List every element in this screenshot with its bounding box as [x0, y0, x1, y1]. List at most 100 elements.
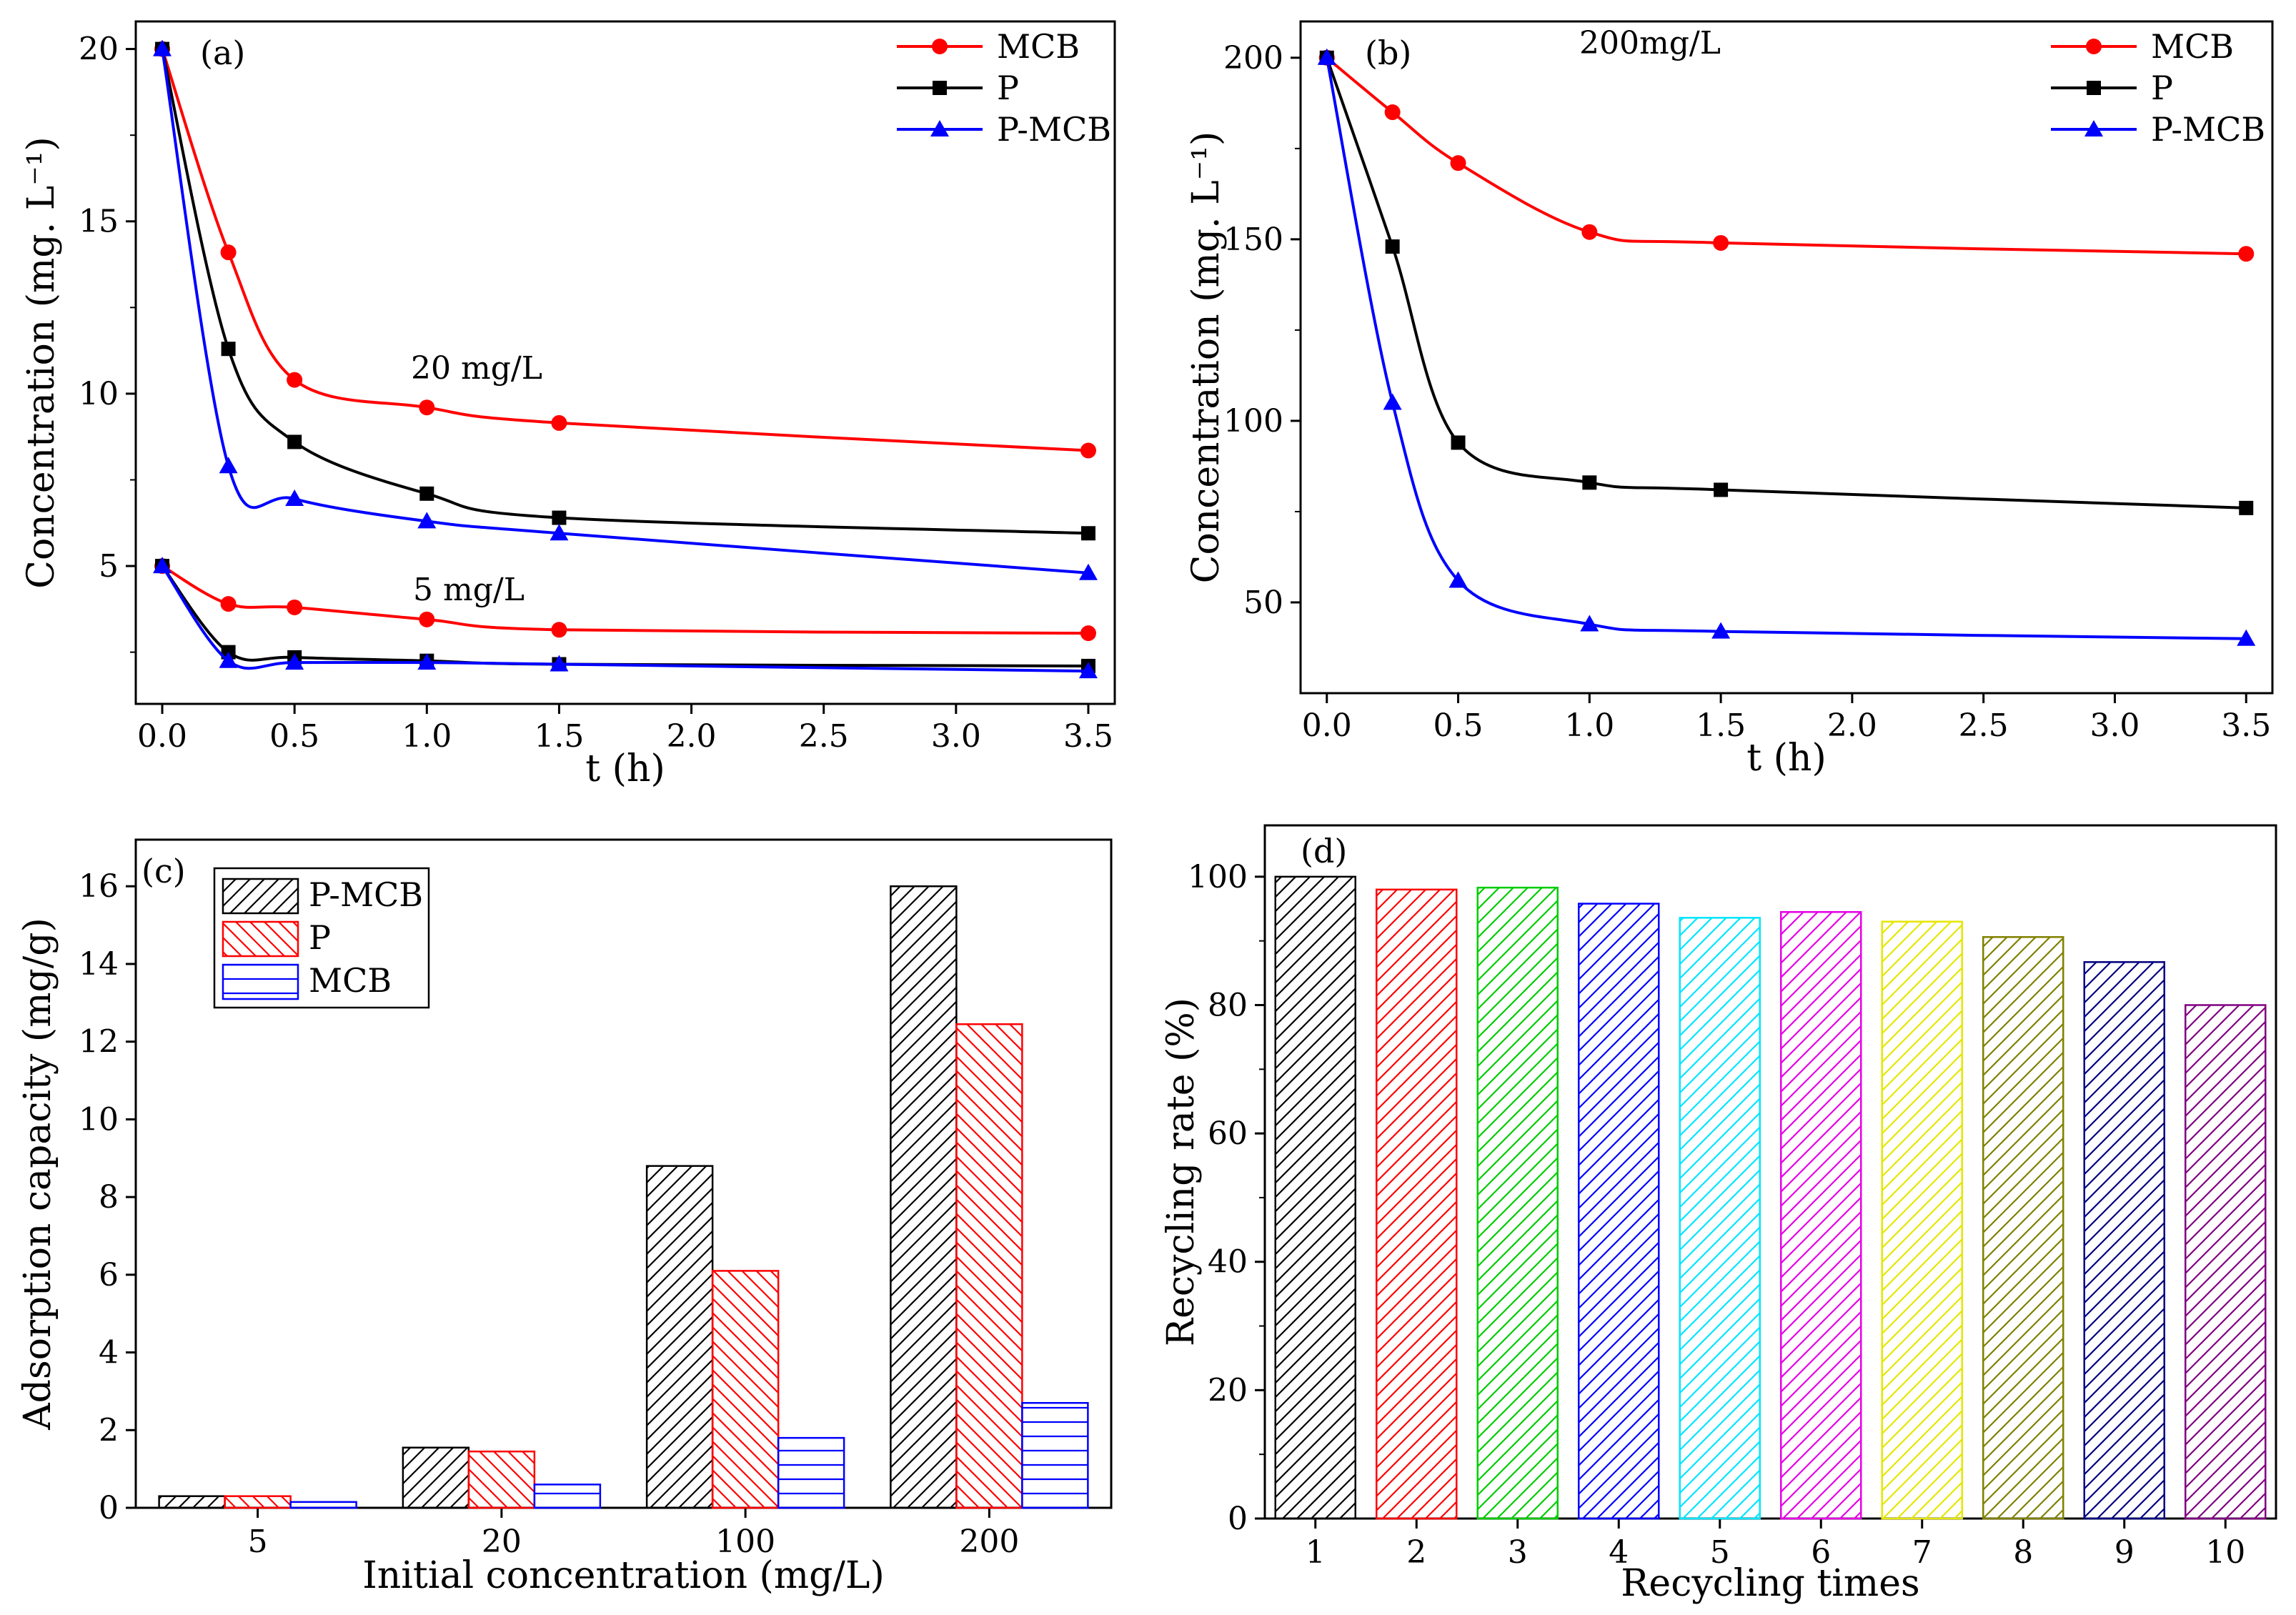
- panel-c-xtick-label: 200: [959, 1524, 1019, 1560]
- panel-d-bar: [1982, 936, 2064, 1520]
- panel-a-legend-entry: P: [997, 69, 1019, 107]
- panel-c-bar-p: [224, 1495, 292, 1509]
- panel-a-point-mcb: [1080, 442, 1096, 459]
- panel-b-kinetics-200: 0.0 0.5 1.0 1.5 2.0 2.5 3.0 3.5 50 100 150 200 t (h)…: [1185, 20, 2274, 780]
- panel-a-point-p-mcb: [417, 512, 437, 529]
- panel-b-xtick-label: 0.0: [1302, 707, 1352, 744]
- panel-a-point-p-mcb: [219, 457, 238, 474]
- panel-c-bar-mcb: [533, 1484, 602, 1509]
- panel-a-point-mcb: [419, 399, 435, 416]
- panel-d-bar: [2083, 961, 2165, 1520]
- panel-c-legend-swatch: [222, 963, 299, 1000]
- panel-a-kinetics-low: 0.0 0.5 1.0 1.5 2.0 2.5 3.0 3.5 5 10 15 20 t (h) Conc…: [20, 20, 1116, 790]
- panel-a-point-p-mcb: [285, 490, 304, 507]
- panel-b-xlabel: t (h): [1746, 737, 1827, 780]
- panel-a-point-p: [287, 434, 302, 449]
- panel-a-point-p-mcb: [285, 653, 304, 670]
- panel-c-xlabel: Initial concentration (mg/L): [362, 1554, 885, 1597]
- panel-b-ytick-label: 200: [1223, 40, 1283, 76]
- panel-b-point-mcb: [1384, 104, 1401, 121]
- panel-c-ytick-label: 10: [79, 1101, 119, 1138]
- panel-d-bar: [2185, 1004, 2267, 1520]
- panel-a-axes-frame: [134, 20, 1116, 705]
- panel-d-bar: [1780, 911, 1862, 1520]
- panel-b-point-p-mcb: [1317, 48, 1336, 65]
- panel-b-xtick-label: 2.0: [1827, 707, 1877, 744]
- panel-b-xtick-label: 3.5: [2221, 707, 2271, 744]
- panel-b-ytick-label: 50: [1243, 585, 1283, 621]
- panel-a-legend-entry: P-MCB: [997, 110, 1111, 149]
- panel-a-point-p: [552, 510, 567, 525]
- panel-d-xtick-label: 8: [2013, 1534, 2033, 1571]
- panel-a-point-mcb: [220, 244, 237, 261]
- panel-b-xtick-label: 1.0: [1564, 707, 1614, 744]
- panel-b-xtick-label: 0.5: [1433, 707, 1484, 744]
- panel-d-ytick-label: 60: [1208, 1115, 1248, 1152]
- panel-b-legend-marker: [2086, 39, 2102, 54]
- panel-c-bar-p-mcb: [645, 1165, 714, 1509]
- panel-b-series-line-p: [1325, 57, 2247, 510]
- panel-a-label: (a): [200, 34, 245, 72]
- panel-c-ytick-label: 2: [99, 1412, 119, 1448]
- panel-c-legend-swatch: [222, 920, 299, 958]
- panel-b-point-p: [1714, 482, 1729, 497]
- panel-a-xlabel: t (h): [585, 747, 665, 790]
- panel-b-axes-frame: [1299, 20, 2274, 695]
- panel-d-xlabel: Recycling times: [1621, 1562, 1919, 1605]
- panel-d-label: (d): [1301, 832, 1347, 870]
- panel-a-point-mcb: [1080, 625, 1096, 642]
- panel-a-xtick-label: 3.5: [1063, 718, 1113, 755]
- panel-a-legend-entry: MCB: [997, 27, 1080, 66]
- panel-b-legend-marker: [2087, 81, 2101, 95]
- panel-d-ylabel: Recycling rate (%): [1160, 998, 1203, 1346]
- panel-d-ytick-label: 20: [1208, 1372, 1248, 1408]
- panel-c-legend-entry: P-MCB: [309, 875, 423, 914]
- panel-a-point-p-mcb: [153, 557, 172, 574]
- panel-c-bar-p-mcb: [402, 1446, 470, 1509]
- panel-c-bar-mcb: [1021, 1401, 1089, 1509]
- panel-b-xtick-label: 3.0: [2089, 707, 2140, 744]
- panel-c-xtick-label: 20: [482, 1524, 522, 1560]
- panel-d-xtick-label: 7: [1912, 1534, 1932, 1571]
- panel-c-bar-mcb: [289, 1501, 357, 1509]
- panel-c-axes-frame: [134, 838, 1113, 1509]
- panel-d-xtick-label: 4: [1609, 1534, 1629, 1571]
- panel-c-ytick-label: 6: [99, 1257, 119, 1293]
- panel-b-point-mcb: [1450, 155, 1466, 172]
- panel-c-ytick-label: 12: [79, 1024, 119, 1060]
- panel-a-series-line-mcb: [161, 48, 1089, 452]
- panel-d-ytick-label: 100: [1188, 859, 1248, 895]
- panel-a-ytick-label: 10: [79, 376, 119, 412]
- panel-d-axes-frame: [1263, 824, 2277, 1520]
- panel-a-point-p-mcb: [1078, 563, 1098, 580]
- panel-c-label: (c): [141, 852, 186, 890]
- panel-c-ylabel: Adsorption capacity (mg/g): [16, 918, 59, 1431]
- panel-a-ylabel: Concentration (mg. L⁻¹): [20, 136, 63, 589]
- panel-d-xtick-label: 3: [1508, 1534, 1528, 1571]
- panel-b-series-line-p-mcb: [1325, 57, 2247, 640]
- panel-b-legend-entry: MCB: [2151, 27, 2234, 66]
- panel-b-point-p: [1451, 435, 1466, 450]
- panel-b-point-mcb: [1713, 234, 1729, 251]
- panel-a-annotation: 5 mg/L: [413, 572, 525, 608]
- panel-b-label: (b): [1365, 34, 1411, 72]
- panel-a-annotation: 20 mg/L: [411, 350, 542, 387]
- panel-c-adsorption-bars: 0 2 4 6 8 10 12 14 16 5 20 100 200 Initial concentrat…: [16, 838, 1113, 1597]
- panel-c-xtick-label: 100: [715, 1524, 775, 1560]
- panel-b-xtick-label: 1.5: [1696, 707, 1746, 744]
- panel-a-ytick-label: 20: [79, 31, 119, 68]
- panel-a-series-line-mcb: [161, 565, 1088, 635]
- panel-d-xtick-label: 2: [1406, 1534, 1426, 1571]
- panel-b-ytick-label: 100: [1223, 403, 1283, 439]
- panel-a-xtick-label: 3.0: [931, 718, 981, 755]
- panel-d-ytick-label: 40: [1208, 1244, 1248, 1281]
- panel-b-ylabel: Concentration (mg. L⁻¹): [1185, 131, 1228, 584]
- panel-c-ytick-label: 8: [99, 1179, 119, 1216]
- panel-a-xtick-label: 1.0: [402, 718, 452, 755]
- panel-c-bar-p: [955, 1023, 1023, 1509]
- panel-b-legend-entry: P-MCB: [2151, 110, 2265, 149]
- panel-b-point-p-mcb: [1711, 622, 1731, 639]
- panel-d-ytick-label: 80: [1208, 987, 1248, 1023]
- panel-b-point-p-mcb: [1448, 571, 1468, 588]
- panel-a-point-mcb: [551, 622, 567, 638]
